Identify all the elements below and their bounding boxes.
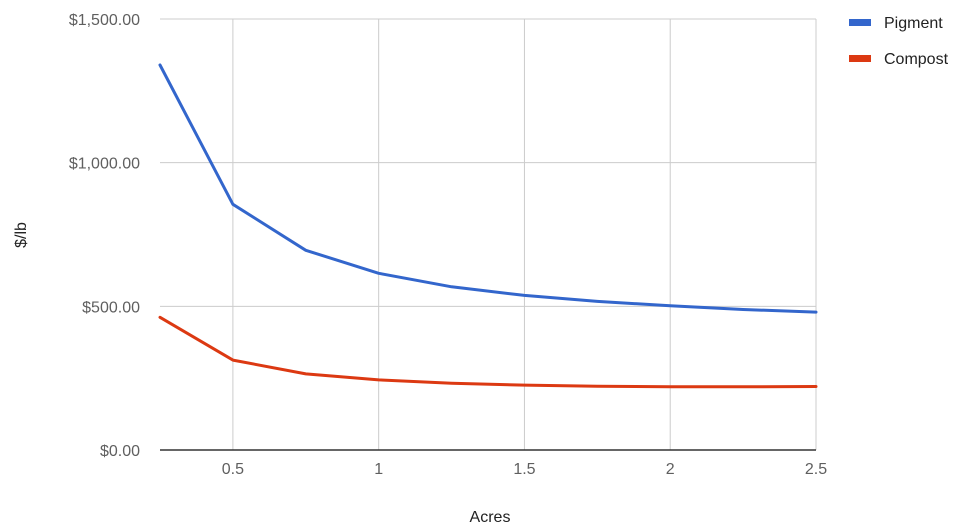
x-tick-label: 1 [374, 461, 383, 478]
legend-swatch-pigment [849, 19, 871, 26]
legend-swatch-compost [849, 55, 871, 62]
series-line-compost [158, 315, 818, 389]
y-tick-label: $1,000.00 [69, 156, 140, 173]
y-axis-title: $/lb [13, 222, 30, 248]
x-tick-label: 2.5 [805, 461, 827, 478]
series-line-pigment [158, 63, 818, 314]
x-axis-title: Acres [470, 509, 511, 526]
series-lines [158, 63, 818, 389]
legend-label-pigment: Pigment [884, 15, 943, 32]
x-tick-label: 2 [666, 461, 675, 478]
legend: Pigment Compost [849, 15, 949, 68]
legend-label-compost: Compost [884, 51, 949, 68]
y-tick-label: $1,500.00 [69, 12, 140, 29]
tick-labels: $0.00 $500.00 $1,000.00 $1,500.00 0.5 1 1.5 2 2.… [69, 12, 827, 478]
y-tick-label: $0.00 [100, 443, 140, 460]
x-tick-label: 1.5 [513, 461, 535, 478]
x-tick-label: 0.5 [222, 461, 244, 478]
y-tick-label: $500.00 [82, 299, 140, 316]
